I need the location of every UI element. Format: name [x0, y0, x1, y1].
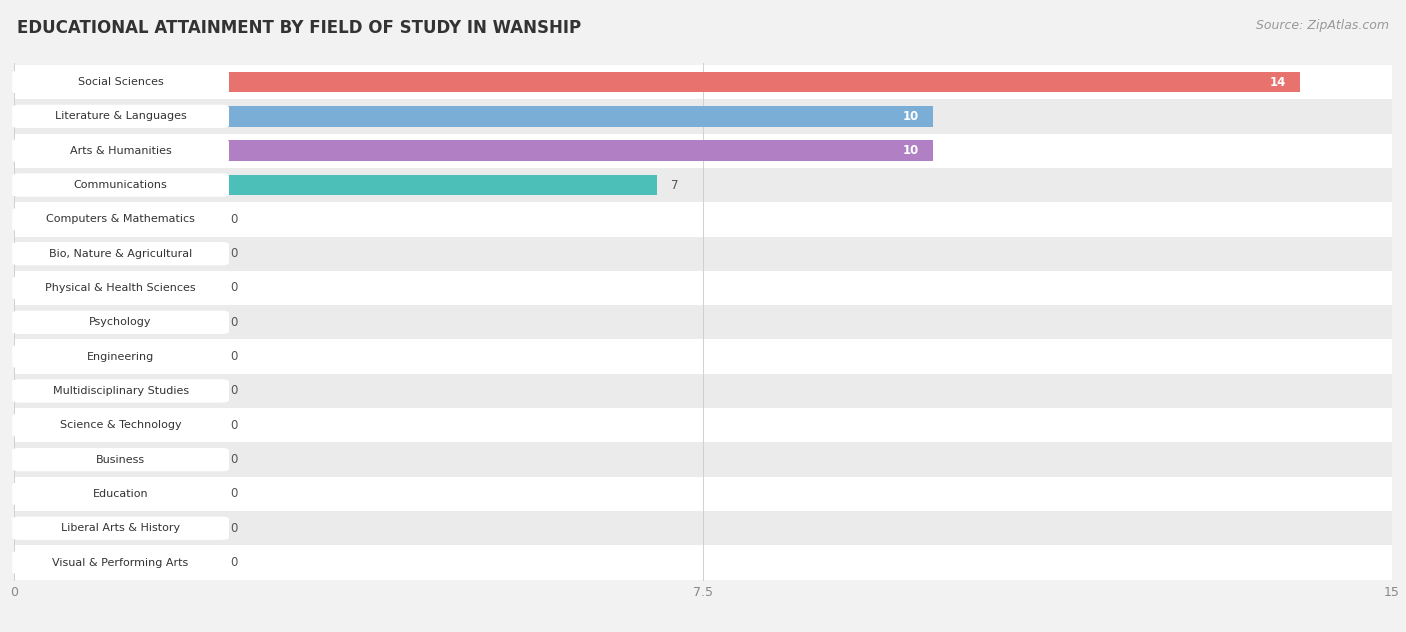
- Text: 0: 0: [231, 247, 238, 260]
- Bar: [14, 236, 1392, 271]
- Bar: [14, 243, 217, 264]
- Text: 10: 10: [903, 144, 920, 157]
- Bar: [14, 442, 1392, 477]
- FancyBboxPatch shape: [13, 345, 229, 368]
- Bar: [14, 312, 217, 332]
- Bar: [14, 511, 1392, 545]
- FancyBboxPatch shape: [13, 276, 229, 300]
- Text: Computers & Mathematics: Computers & Mathematics: [46, 214, 195, 224]
- Text: 14: 14: [1270, 76, 1286, 88]
- Bar: [14, 106, 932, 126]
- FancyBboxPatch shape: [13, 105, 229, 128]
- Bar: [14, 174, 657, 195]
- Bar: [14, 545, 1392, 580]
- FancyBboxPatch shape: [13, 482, 229, 506]
- Bar: [14, 65, 1392, 99]
- Bar: [14, 202, 1392, 236]
- FancyBboxPatch shape: [13, 516, 229, 540]
- FancyBboxPatch shape: [13, 139, 229, 162]
- FancyBboxPatch shape: [13, 379, 229, 403]
- Bar: [14, 380, 217, 401]
- Bar: [14, 346, 217, 367]
- Bar: [14, 339, 1392, 374]
- Bar: [14, 140, 932, 161]
- Text: Multidisciplinary Studies: Multidisciplinary Studies: [52, 386, 188, 396]
- Bar: [14, 518, 217, 538]
- Bar: [14, 415, 217, 435]
- Text: Communications: Communications: [73, 180, 167, 190]
- Text: 0: 0: [231, 281, 238, 295]
- Text: Science & Technology: Science & Technology: [60, 420, 181, 430]
- Text: Education: Education: [93, 489, 149, 499]
- FancyBboxPatch shape: [13, 208, 229, 231]
- FancyBboxPatch shape: [13, 413, 229, 437]
- Text: 7: 7: [671, 178, 678, 191]
- Bar: [14, 271, 1392, 305]
- Text: Bio, Nature & Agricultural: Bio, Nature & Agricultural: [49, 248, 193, 258]
- Text: 0: 0: [231, 350, 238, 363]
- Bar: [14, 133, 1392, 168]
- Text: 0: 0: [231, 522, 238, 535]
- Bar: [14, 277, 217, 298]
- FancyBboxPatch shape: [13, 551, 229, 574]
- Text: Physical & Health Sciences: Physical & Health Sciences: [45, 283, 195, 293]
- Text: Visual & Performing Arts: Visual & Performing Arts: [52, 557, 188, 568]
- Text: 0: 0: [231, 213, 238, 226]
- Text: 0: 0: [231, 316, 238, 329]
- Bar: [14, 168, 1392, 202]
- FancyBboxPatch shape: [13, 448, 229, 471]
- Text: EDUCATIONAL ATTAINMENT BY FIELD OF STUDY IN WANSHIP: EDUCATIONAL ATTAINMENT BY FIELD OF STUDY…: [17, 19, 581, 37]
- Bar: [14, 408, 1392, 442]
- Bar: [14, 552, 217, 573]
- Text: Arts & Humanities: Arts & Humanities: [70, 146, 172, 155]
- Text: Liberal Arts & History: Liberal Arts & History: [60, 523, 180, 533]
- Text: Business: Business: [96, 454, 145, 465]
- Text: 0: 0: [231, 384, 238, 398]
- Text: 0: 0: [231, 453, 238, 466]
- FancyBboxPatch shape: [13, 70, 229, 94]
- FancyBboxPatch shape: [13, 173, 229, 197]
- Text: Engineering: Engineering: [87, 351, 155, 362]
- Bar: [14, 449, 217, 470]
- Bar: [14, 99, 1392, 133]
- FancyBboxPatch shape: [13, 311, 229, 334]
- Text: 0: 0: [231, 487, 238, 501]
- Text: Psychology: Psychology: [90, 317, 152, 327]
- Text: 0: 0: [231, 556, 238, 569]
- Bar: [14, 477, 1392, 511]
- Bar: [14, 374, 1392, 408]
- Bar: [14, 305, 1392, 339]
- Text: Social Sciences: Social Sciences: [77, 77, 163, 87]
- FancyBboxPatch shape: [13, 242, 229, 265]
- Text: 10: 10: [903, 110, 920, 123]
- Bar: [14, 72, 1301, 92]
- Bar: [14, 209, 217, 229]
- Bar: [14, 483, 217, 504]
- Text: 0: 0: [231, 419, 238, 432]
- Text: Source: ZipAtlas.com: Source: ZipAtlas.com: [1256, 19, 1389, 32]
- Text: Literature & Languages: Literature & Languages: [55, 111, 187, 121]
